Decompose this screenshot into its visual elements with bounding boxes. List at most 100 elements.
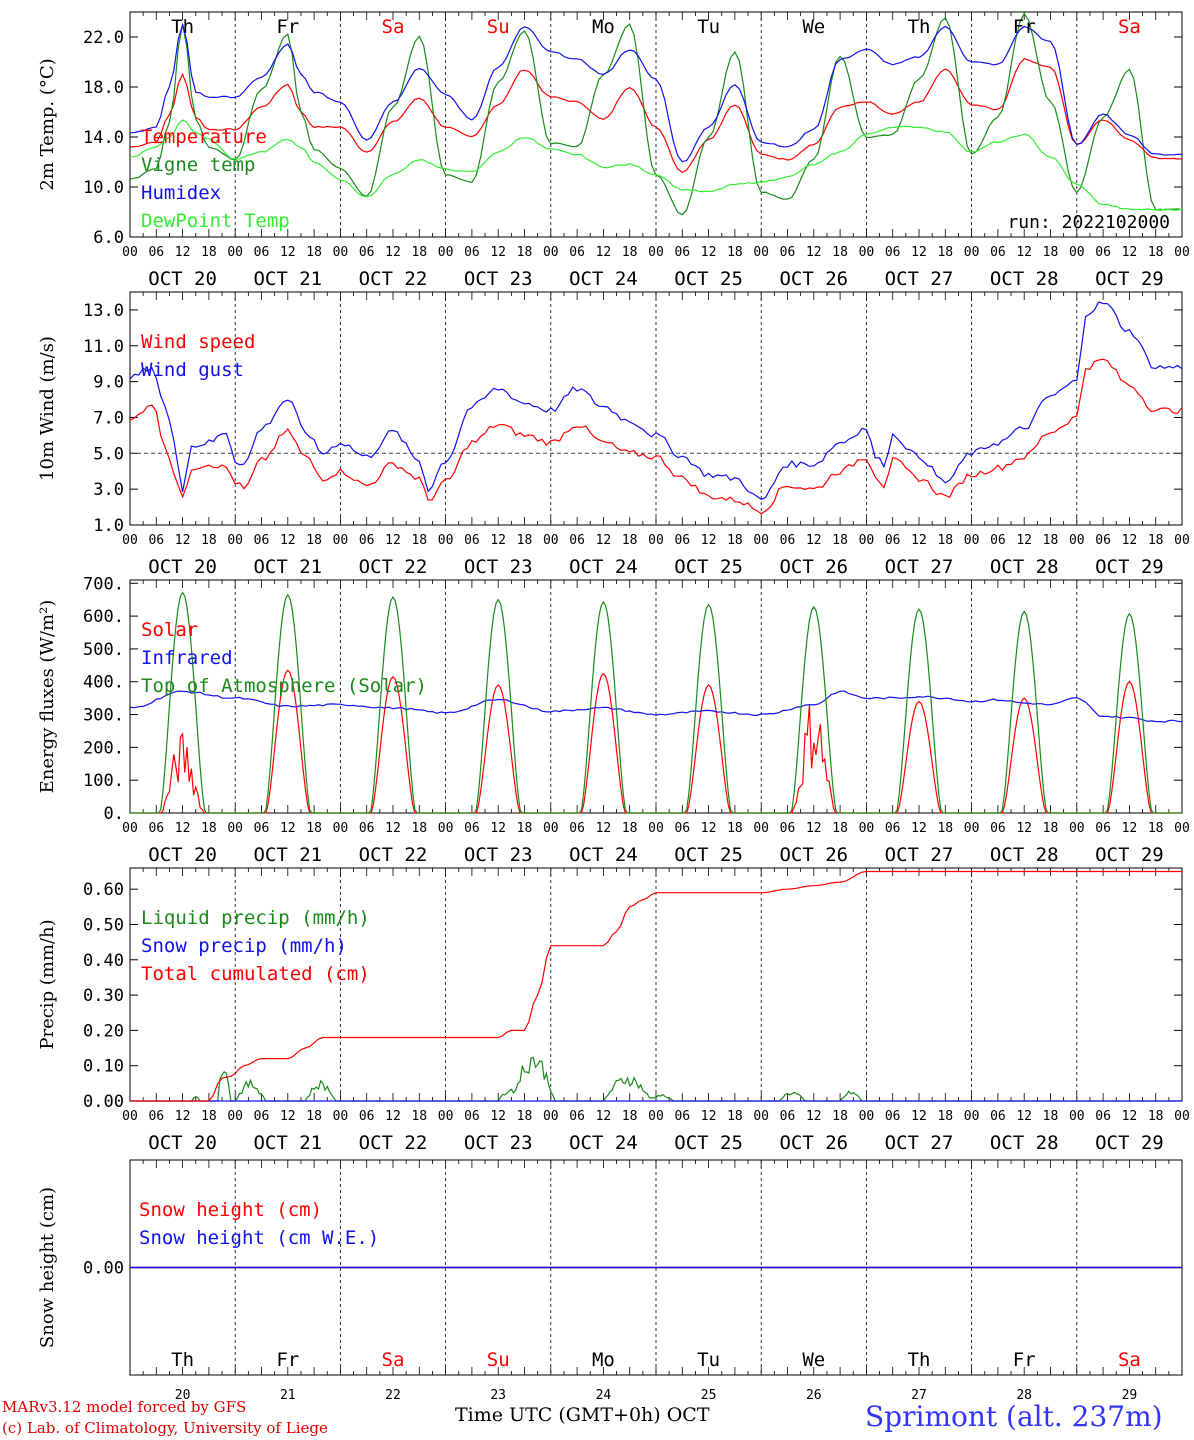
wind-panel <box>129 291 1183 526</box>
hour-tick-label: 12 <box>280 245 296 260</box>
hour-tick-label: 06 <box>148 533 164 548</box>
hour-tick-label: 06 <box>1095 1109 1111 1124</box>
hour-tick-label: 00 <box>859 821 875 836</box>
y-axis-label: 2m Temp. (°C) <box>37 58 58 190</box>
hour-tick-label: 00 <box>438 533 454 548</box>
y-tick-label: 0.60 <box>83 880 124 900</box>
hour-tick-label: 06 <box>1095 245 1111 260</box>
date-label: OCT 21 <box>253 268 322 290</box>
hour-tick-label: 18 <box>1043 821 1059 836</box>
date-label: OCT 20 <box>148 844 217 866</box>
date-label: OCT 24 <box>569 1132 638 1154</box>
hour-tick-label: 00 <box>753 1109 769 1124</box>
hour-tick-label: 18 <box>517 245 533 260</box>
hour-tick-label: 12 <box>911 1109 927 1124</box>
y-tick-label: 22.0 <box>83 28 124 48</box>
y-axis-label: Snow height (cm) <box>37 1187 58 1348</box>
hour-tick-label: 12 <box>175 245 191 260</box>
date-label: OCT 29 <box>1095 268 1164 290</box>
temperature-panel <box>129 11 1183 238</box>
hour-tick-label: 12 <box>385 533 401 548</box>
y-tick-label: 0.10 <box>83 1057 124 1077</box>
y-axis-label: Precip (mm/h) <box>37 919 58 1049</box>
hour-tick-label: 00 <box>648 821 664 836</box>
weekday-label-top: Th <box>171 16 194 38</box>
date-label: OCT 25 <box>674 1132 743 1154</box>
hour-tick-label: 18 <box>622 821 638 836</box>
date-label: OCT 22 <box>359 1132 428 1154</box>
hour-tick-label: 12 <box>806 1109 822 1124</box>
hour-tick-label: 18 <box>622 245 638 260</box>
hour-tick-label: 18 <box>1148 533 1164 548</box>
legend-entry: Solar <box>141 619 198 641</box>
hour-tick-label: 12 <box>1122 245 1138 260</box>
hour-tick-label: 12 <box>596 821 612 836</box>
y-axis-label: 10m Wind (m/s) <box>37 336 58 481</box>
date-label: OCT 26 <box>779 844 848 866</box>
hour-tick-label: 00 <box>1174 533 1190 548</box>
hour-tick-label: 06 <box>464 245 480 260</box>
hour-tick-label: 00 <box>859 245 875 260</box>
legend-entry: Total cumulated (cm) <box>141 963 370 985</box>
hour-tick-label: 12 <box>1122 821 1138 836</box>
hour-tick-label: 00 <box>753 533 769 548</box>
legend-entry: Snow precip (mm/h) <box>141 935 347 957</box>
day-number-label: 28 <box>1016 1388 1032 1403</box>
y-tick-label: 1.0 <box>93 516 124 536</box>
hour-tick-label: 12 <box>280 533 296 548</box>
hour-tick-label: 06 <box>254 821 270 836</box>
hour-tick-label: 00 <box>438 245 454 260</box>
energy-panel <box>129 579 1183 814</box>
y-tick-label: 300. <box>83 706 124 726</box>
hour-tick-label: 12 <box>701 533 717 548</box>
hour-tick-label: 06 <box>464 1109 480 1124</box>
y-tick-label: 700. <box>83 574 124 594</box>
wind-series-1 <box>129 301 1183 500</box>
hour-tick-label: 18 <box>832 245 848 260</box>
hour-tick-label: 12 <box>596 245 612 260</box>
hour-tick-label: 12 <box>806 245 822 260</box>
hour-tick-label: 00 <box>964 533 980 548</box>
legend-entry: Snow height (cm W.E.) <box>139 1227 379 1249</box>
hour-tick-label: 06 <box>885 533 901 548</box>
weekday-label: Sa <box>1118 1349 1141 1371</box>
hour-tick-label: 00 <box>648 1109 664 1124</box>
hour-tick-label: 00 <box>227 533 243 548</box>
hour-tick-label: 00 <box>333 533 349 548</box>
date-label: OCT 28 <box>990 556 1059 578</box>
date-label: OCT 28 <box>990 268 1059 290</box>
date-label: OCT 28 <box>990 844 1059 866</box>
hour-tick-label: 00 <box>753 245 769 260</box>
weekday-label: Th <box>908 1349 931 1371</box>
y-tick-label: 0.00 <box>83 1259 124 1279</box>
hour-tick-label: 06 <box>569 821 585 836</box>
hour-tick-label: 00 <box>964 1109 980 1124</box>
time-axis-title: Time UTC (GMT+0h) OCT <box>455 1404 710 1426</box>
hour-tick-label: 06 <box>464 533 480 548</box>
hour-tick-label: 12 <box>490 821 506 836</box>
hour-tick-label: 06 <box>674 533 690 548</box>
weekday-label-top: We <box>802 16 825 38</box>
station-name: Sprimont (alt. 237m) <box>865 1400 1163 1433</box>
hour-tick-label: 12 <box>1016 1109 1032 1124</box>
date-label: OCT 20 <box>148 1132 217 1154</box>
hour-tick-label: 06 <box>569 1109 585 1124</box>
hour-tick-label: 00 <box>859 1109 875 1124</box>
hour-tick-label: 06 <box>990 533 1006 548</box>
hour-tick-label: 06 <box>359 533 375 548</box>
hour-tick-label: 12 <box>806 821 822 836</box>
hour-tick-label: 18 <box>517 533 533 548</box>
weekday-label: Mo <box>592 1349 615 1371</box>
date-label: OCT 22 <box>359 556 428 578</box>
weekday-label-top: Sa <box>1118 16 1141 38</box>
hour-tick-label: 12 <box>490 245 506 260</box>
temperature-series-2 <box>129 22 1183 163</box>
hour-tick-label: 18 <box>306 533 322 548</box>
hour-tick-label: 06 <box>885 245 901 260</box>
weekday-label: Sa <box>382 1349 405 1371</box>
hour-tick-label: 12 <box>280 821 296 836</box>
y-tick-label: 0.00 <box>83 1092 124 1112</box>
hour-tick-label: 00 <box>648 245 664 260</box>
hour-tick-label: 12 <box>175 821 191 836</box>
date-label: OCT 21 <box>253 556 322 578</box>
